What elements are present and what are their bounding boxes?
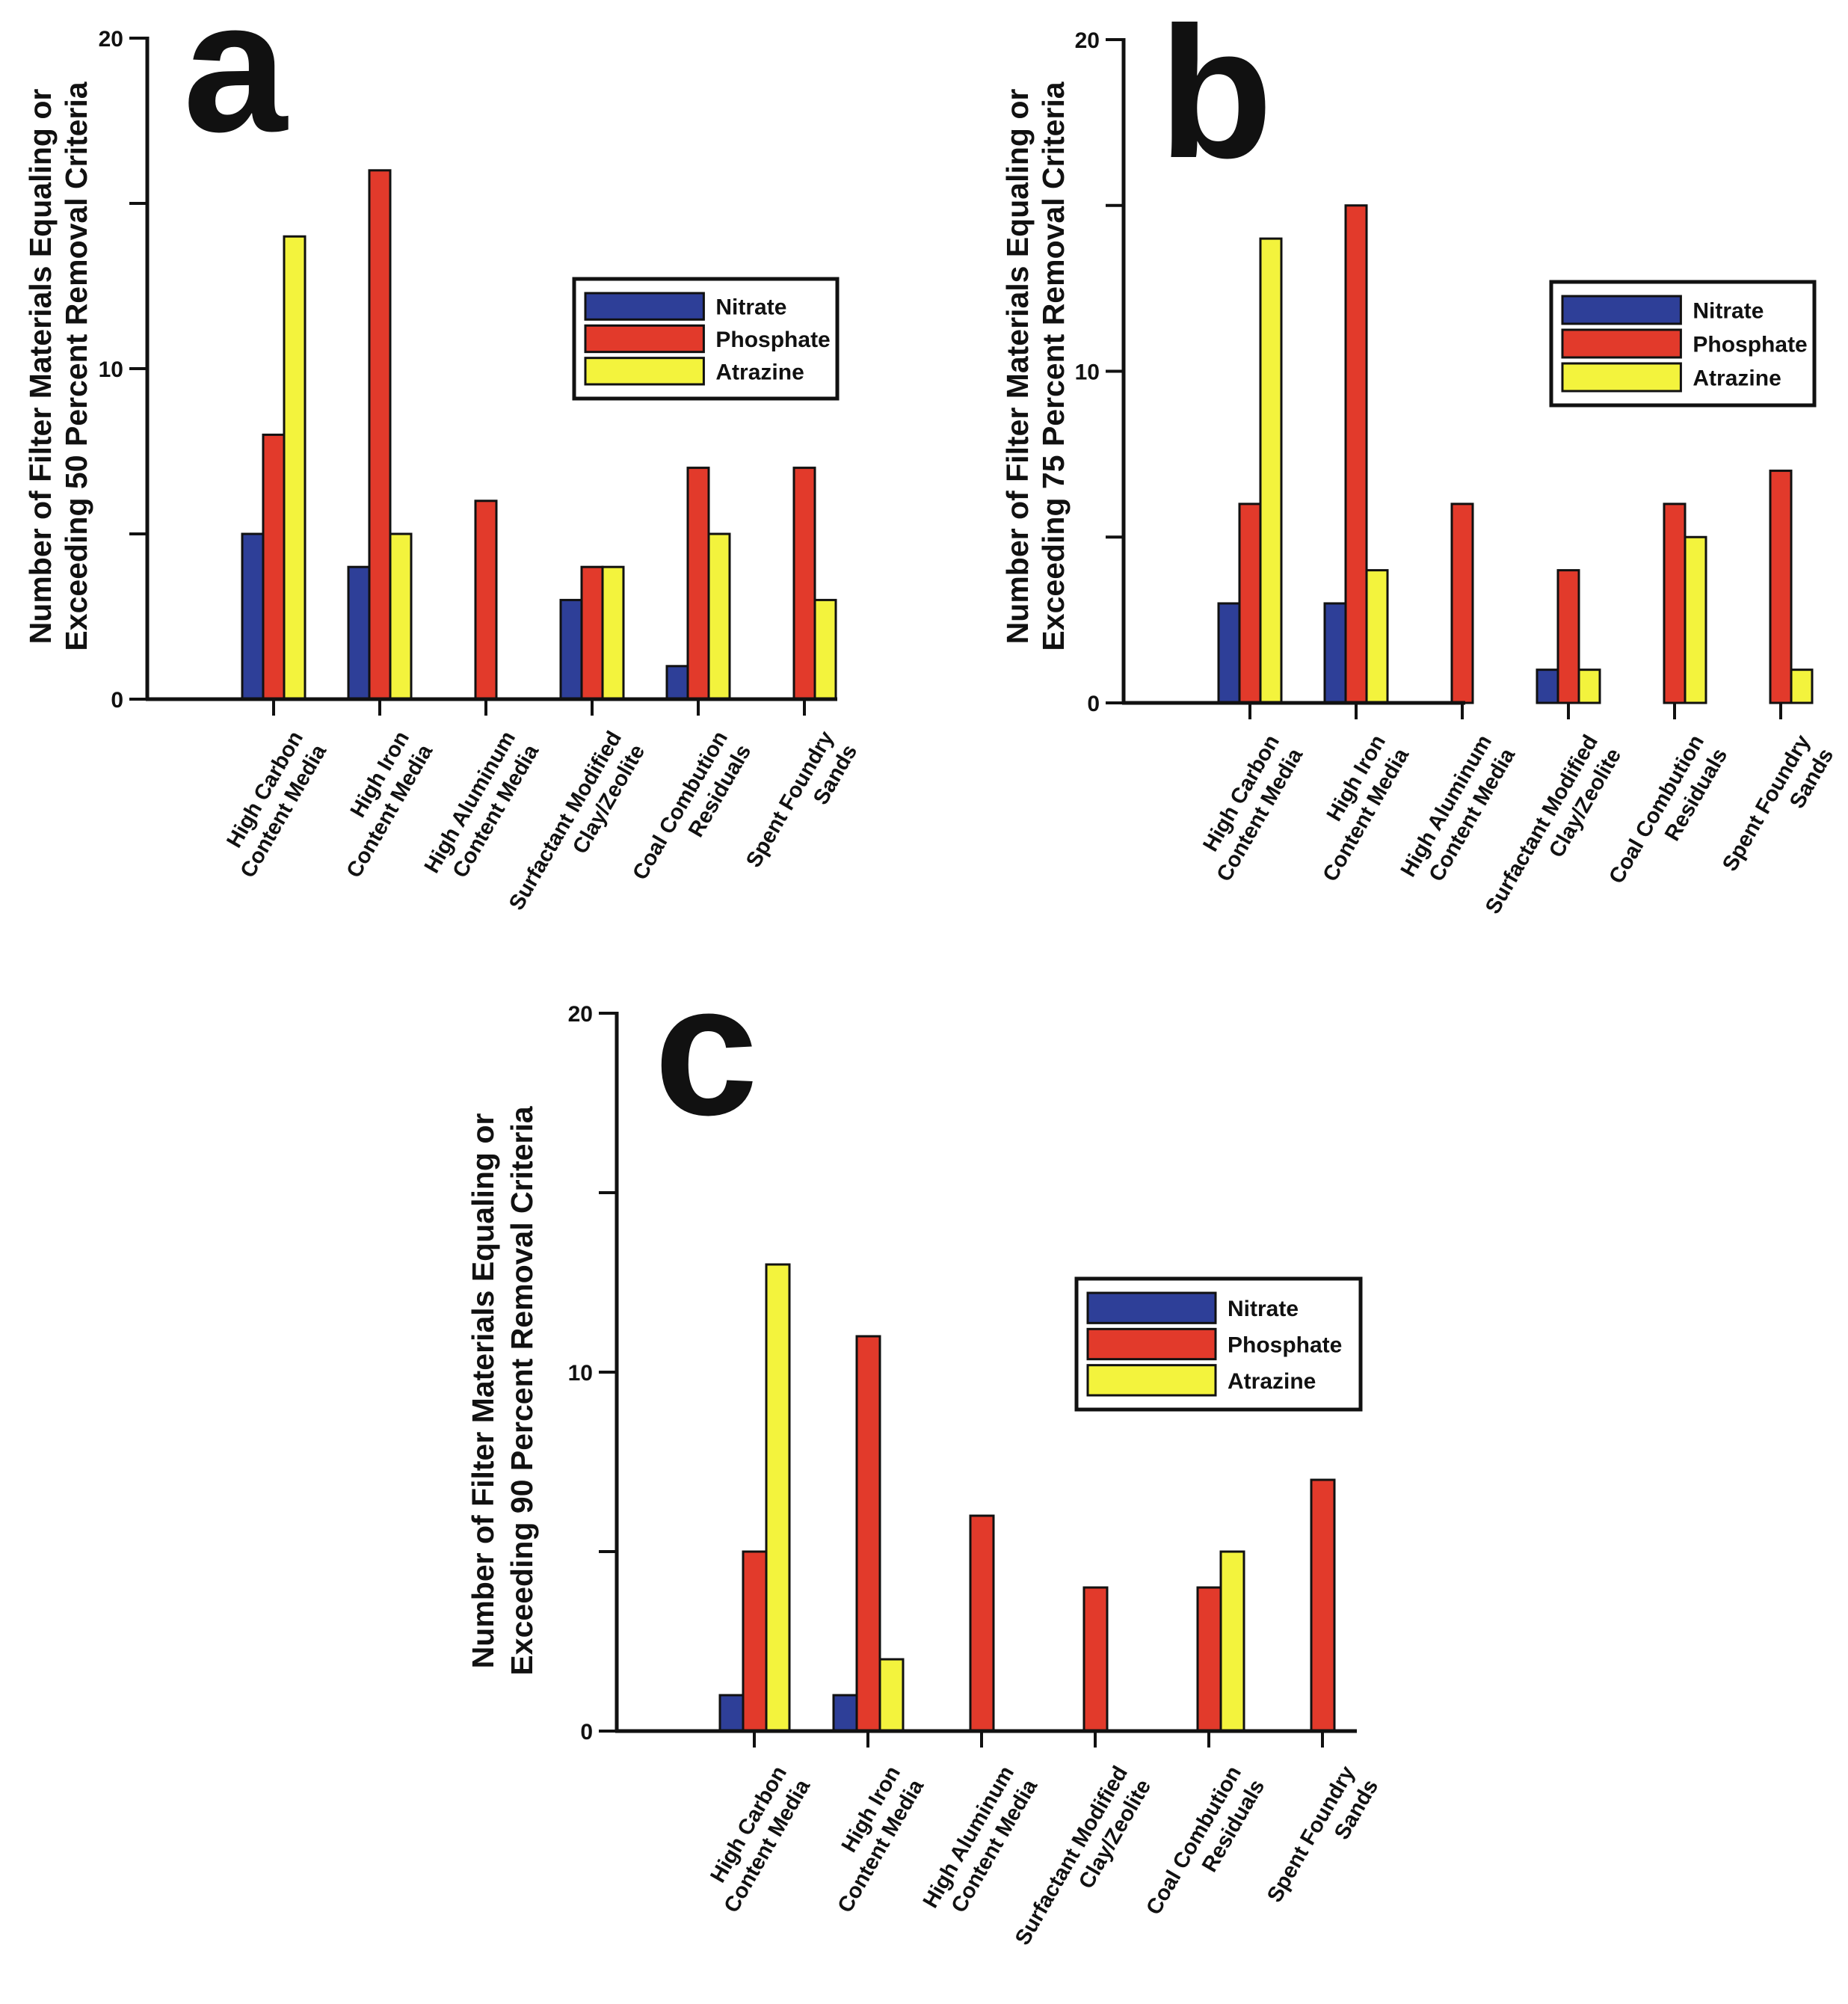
- panel-letter: c: [654, 945, 758, 1154]
- y-tick-label: 10: [568, 1361, 593, 1386]
- legend-label-phosphate: Phosphate: [715, 328, 830, 352]
- legend-label-atrazine: Atrazine: [1693, 366, 1781, 391]
- bar-phosphate-2: [855, 1335, 881, 1733]
- bar-phosphate-6: [1310, 1478, 1336, 1733]
- legend-swatch-phosphate: [1561, 328, 1682, 359]
- y-axis-label: Number of Filter Materials Equaling orEx…: [23, 81, 93, 651]
- legend: Nitrate Phosphate Atrazine: [1074, 1276, 1363, 1412]
- panel-c: c Number of Filter Materials Equaling or E…: [466, 945, 1383, 1949]
- legend-label-nitrate: Nitrate: [715, 295, 786, 320]
- y-axis-label-line: Exceeding 90 Percent Removal Criteria: [505, 1105, 539, 1675]
- bar-atrazine-2: [389, 532, 413, 701]
- legend-label-atrazine: Atrazine: [1228, 1369, 1316, 1394]
- y-axis-label: Number of Filter Materials Equaling orEx…: [1000, 81, 1071, 651]
- bar-atrazine-4: [1577, 668, 1601, 704]
- bar-phosphate-4: [1082, 1586, 1109, 1733]
- x-category-label: Spent FoundrySands: [742, 728, 862, 885]
- bar-atrazine-2: [1365, 569, 1389, 704]
- bar-atrazine-6: [813, 598, 837, 701]
- y-tick-label: 0: [1087, 692, 1100, 716]
- bar-nitrate-4: [559, 598, 583, 701]
- y-axis-label-line: Exceeding 75 Percent Removal Criteria: [1036, 81, 1071, 651]
- bar-phosphate-5: [1663, 502, 1687, 704]
- y-axis-label-line: Number of Filter Materials Equaling or: [466, 1113, 500, 1669]
- bar-nitrate-2: [347, 565, 371, 701]
- bar-nitrate-1: [1217, 602, 1241, 704]
- bar-phosphate-4: [1556, 569, 1580, 704]
- bar-atrazine-2: [878, 1658, 905, 1733]
- panel-letter: a: [183, 0, 289, 170]
- legend-swatch-nitrate: [1086, 1291, 1217, 1324]
- legend-swatch-phosphate: [584, 324, 705, 354]
- bar-atrazine-5: [1684, 535, 1707, 704]
- legend-swatch-atrazine: [1561, 362, 1682, 393]
- bar-atrazine-1: [1259, 237, 1283, 704]
- legend: Nitrate Phosphate Atrazine: [572, 277, 840, 401]
- x-category-label: High CarbonContent Media: [212, 727, 331, 882]
- x-category-label: High CarbonContent Media: [1189, 731, 1308, 886]
- bar-nitrate-4: [1536, 668, 1559, 704]
- bar-phosphate-3: [474, 500, 498, 701]
- x-category-label: Spent FoundrySands: [1263, 1762, 1383, 1920]
- legend: Nitrate Phosphate Atrazine: [1549, 280, 1817, 408]
- panel-a: a Number of Filter Materials Equaling orE…: [23, 0, 862, 915]
- bar-phosphate-2: [368, 169, 392, 701]
- y-tick-label: 0: [580, 1720, 593, 1745]
- legend-swatch-atrazine: [1086, 1364, 1217, 1397]
- bar-phosphate-4: [580, 565, 604, 701]
- bar-atrazine-1: [283, 235, 307, 701]
- y-tick-label: 20: [99, 27, 123, 52]
- y-axis-label-line: Number of Filter Materials Equaling or: [23, 89, 58, 645]
- panel-letter: b: [1159, 0, 1273, 197]
- legend-label-atrazine: Atrazine: [715, 360, 804, 384]
- x-category-label: High CarbonContent Media: [696, 1762, 815, 1917]
- legend-label-phosphate: Phosphate: [1693, 333, 1807, 357]
- bar-phosphate-5: [686, 467, 710, 701]
- panel-b: b Number of Filter Materials Equaling orE…: [1000, 0, 1838, 918]
- bar-nitrate-2: [1323, 602, 1347, 704]
- legend-label-nitrate: Nitrate: [1693, 299, 1764, 324]
- legend-swatch-atrazine: [584, 357, 705, 386]
- bar-phosphate-6: [792, 467, 816, 701]
- y-tick-label: 20: [568, 1002, 593, 1027]
- bar-phosphate-2: [1344, 204, 1368, 704]
- bar-nitrate-1: [718, 1694, 745, 1733]
- bar-atrazine-1: [765, 1263, 791, 1733]
- y-axis-label-line: Exceeding 50 Percent Removal Criteria: [59, 81, 93, 651]
- bar-atrazine-4: [601, 565, 625, 701]
- bar-atrazine-6: [1790, 668, 1814, 704]
- x-category-label: High IronContent Media: [318, 727, 437, 882]
- y-tick-label: 0: [111, 688, 123, 713]
- legend-swatch-nitrate: [584, 292, 705, 321]
- bar-phosphate-1: [1238, 502, 1262, 704]
- bar-phosphate-1: [742, 1550, 768, 1733]
- bar-nitrate-2: [832, 1694, 858, 1733]
- legend-swatch-phosphate: [1086, 1327, 1217, 1361]
- bar-nitrate-1: [241, 532, 265, 701]
- bar-phosphate-1: [262, 433, 286, 701]
- x-category-label: High IronContent Media: [810, 1762, 928, 1917]
- y-tick-label: 10: [99, 357, 123, 382]
- bar-phosphate-3: [1450, 502, 1474, 704]
- x-category-label: Coal CombutionResiduals: [1142, 1762, 1269, 1933]
- bar-phosphate-3: [969, 1514, 995, 1733]
- x-category-label: Spent FoundrySands: [1718, 731, 1838, 889]
- bar-atrazine-5: [707, 532, 731, 701]
- legend-swatch-nitrate: [1561, 295, 1682, 325]
- legend-label-nitrate: Nitrate: [1228, 1297, 1299, 1321]
- bar-phosphate-5: [1196, 1586, 1222, 1733]
- bar-atrazine-5: [1219, 1550, 1245, 1733]
- legend-label-phosphate: Phosphate: [1228, 1333, 1342, 1358]
- x-category-label: High AluminumContent Media: [919, 1762, 1043, 1925]
- bar-nitrate-5: [665, 665, 689, 701]
- y-axis-label-line: Number of Filter Materials Equaling or: [1000, 89, 1035, 645]
- x-category-label: High IronContent Media: [1295, 731, 1414, 886]
- y-tick-label: 10: [1075, 360, 1100, 385]
- y-tick-label: 20: [1075, 28, 1100, 53]
- bar-phosphate-6: [1769, 470, 1793, 704]
